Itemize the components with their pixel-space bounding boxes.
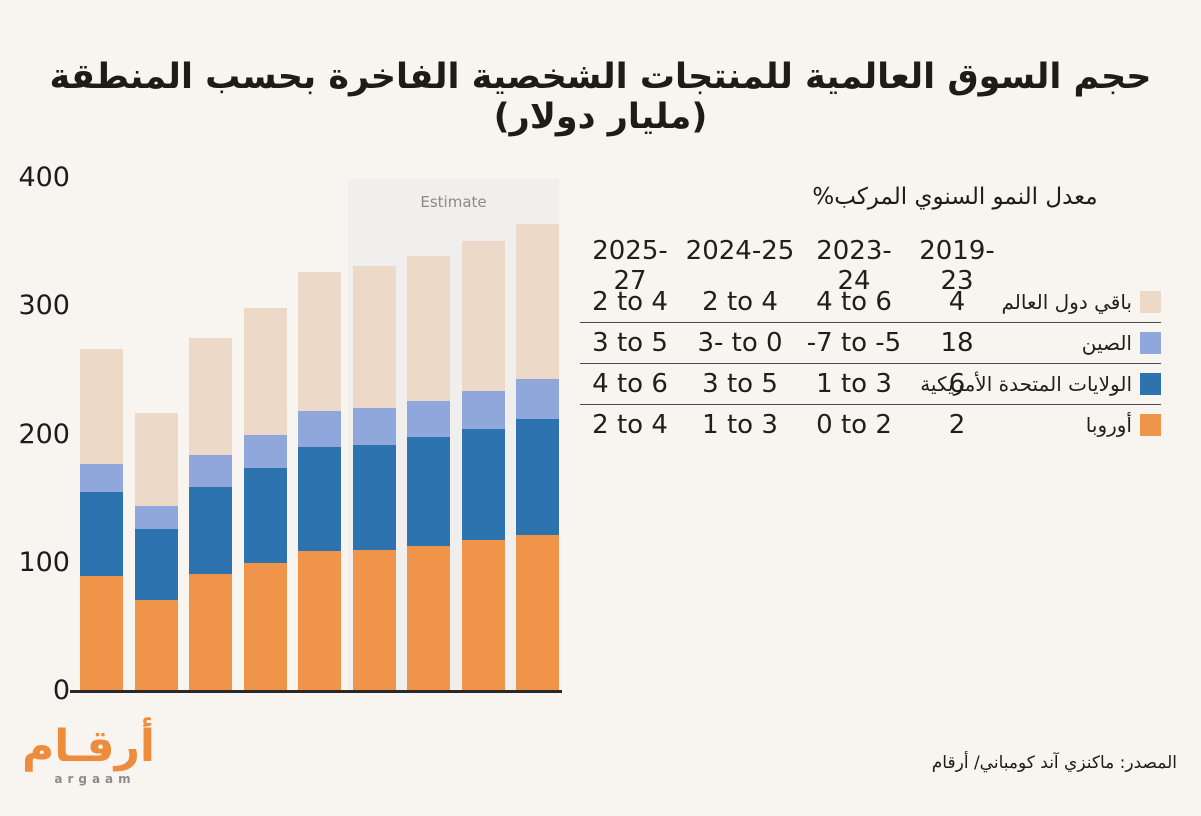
bar-segment-europe (516, 534, 559, 691)
bar-segment-usa (352, 444, 396, 550)
bar-segment-rest-of-world (243, 307, 287, 435)
bar-segment-usa (243, 467, 287, 563)
legend-swatch-europe (1140, 414, 1161, 436)
bar-segment-usa (298, 447, 341, 552)
bar-segment-china (243, 434, 287, 468)
bar-segment-europe (243, 562, 287, 691)
bar-segment-usa (80, 492, 123, 576)
bar-segment-china (134, 506, 178, 530)
table-cell: 2 to 4 (592, 286, 668, 317)
legend-label: الولايات المتحدة الأمريكية (920, 372, 1132, 396)
table-cell: 3 to 5 (592, 328, 668, 358)
bar (243, 307, 287, 691)
table-row-usa: 4 to 6 3 to 5 1 to 3 6 الولايات المتحدة الأم… (580, 363, 1161, 404)
bar-segment-usa (407, 437, 450, 547)
bar (298, 271, 341, 691)
bar-segment-rest-of-world (189, 338, 232, 456)
bar-segment-china (352, 407, 396, 445)
table-cell: 3 to 5 (702, 369, 778, 399)
bar (80, 348, 123, 691)
bar-segment-europe (189, 574, 232, 691)
x-axis-line (70, 690, 562, 693)
bar-segment-rest-of-world (461, 240, 505, 391)
y-axis-tick-label: 400 (18, 162, 70, 193)
table-cell: 2 to 4 (592, 410, 668, 440)
bar-segment-europe (352, 549, 396, 691)
bar-segment-usa (516, 419, 559, 535)
table-row-europe: 2 to 4 1 to 3 0 to 2 2 أوروبا (580, 404, 1161, 445)
column-header: 2025-27 (592, 236, 668, 296)
bar-segment-china (189, 455, 232, 488)
table-cell: 4 to 6 (816, 286, 892, 317)
column-header: 2019-23 (919, 236, 995, 296)
column-header: 2023-24 (816, 236, 892, 296)
cagr-table-body: 2 to 4 2 to 4 4 to 6 4 باقي دول العالم 3 to 5… (580, 281, 1161, 445)
legend-label: الصين (1081, 331, 1132, 355)
legend-label: أوروبا (1085, 413, 1132, 437)
table-cell: 3- to 0 (697, 328, 783, 358)
y-axis-tick-label: 0 (52, 675, 70, 706)
y-axis-tick-label: 100 (18, 546, 70, 578)
legend-cell-europe: أوروبا (1006, 413, 1161, 437)
table-cell: -7 to -5 (806, 328, 902, 358)
legend-cell-rest-of-world: باقي دول العالم (1002, 290, 1161, 314)
legend-swatch-usa (1140, 373, 1161, 395)
y-axis-tick-label: 200 (18, 418, 70, 450)
bar-segment-rest-of-world (352, 266, 396, 408)
bar-segment-europe (298, 551, 341, 691)
bar (134, 412, 178, 691)
bar-segment-rest-of-world (134, 412, 178, 507)
bar-segment-china (461, 390, 505, 430)
bar-segment-rest-of-world (516, 224, 559, 380)
table-cell: 4 to 6 (592, 369, 668, 399)
estimate-label: Estimate (420, 193, 487, 211)
table-cell: 1 to 3 (702, 410, 778, 440)
bar-segment-usa (189, 487, 232, 575)
bar (407, 256, 450, 691)
argaam-logo: أرقـام argaam (21, 721, 155, 787)
bar-segment-usa (461, 429, 505, 540)
argaam-logo-latin: argaam (54, 772, 136, 786)
legend-swatch-china (1140, 332, 1161, 354)
cagr-table-title: معدل النمو السنوي المركب% (812, 184, 1098, 210)
bar-segment-europe (461, 539, 505, 691)
table-cell: 0 to 2 (816, 410, 892, 440)
bar (516, 224, 559, 691)
bar-segment-rest-of-world (407, 256, 450, 402)
bar-segment-rest-of-world (80, 348, 123, 465)
table-row-rest-of-world: 2 to 4 2 to 4 4 to 6 4 باقي دول العالم (580, 281, 1161, 322)
legend-cell-usa: الولايات المتحدة الأمريكية (920, 372, 1161, 396)
y-axis-tick-label: 300 (18, 290, 70, 322)
bar-segment-usa (134, 529, 178, 600)
column-header: 2024-25 (685, 236, 795, 266)
argaam-logo-arabic: أرقـام (21, 721, 155, 772)
table-cell: 2 to 4 (702, 286, 778, 317)
table-cell: 2 (948, 410, 966, 440)
table-row-china: 3 to 5 3- to 0 -7 to -5 18 الصين (580, 322, 1161, 363)
page-title: حجم السوق العالمية للمنتجات الشخصية الفا… (49, 57, 1152, 138)
bar-segment-china (80, 464, 123, 493)
bar-segment-rest-of-world (298, 271, 341, 412)
table-cell: 18 (940, 328, 974, 358)
bar (189, 338, 232, 691)
bar-segment-europe (407, 546, 450, 691)
legend-label: باقي دول العالم (1001, 289, 1133, 314)
legend-cell-china: الصين (1006, 331, 1161, 355)
bar-segment-china (516, 379, 559, 420)
table-cell: 1 to 3 (816, 369, 892, 399)
bar (352, 266, 396, 691)
source-text: المصدر: ماكنزي آند كومباني/ أرقام (931, 753, 1177, 773)
bar-segment-europe (80, 575, 123, 691)
bar-segment-china (407, 401, 450, 438)
bar-segment-europe (134, 599, 178, 691)
table-cell: 4 (948, 286, 966, 317)
legend-swatch-rest-of-world (1140, 290, 1161, 313)
bar-segment-china (298, 411, 341, 448)
table-cell: 6 (948, 369, 966, 399)
cagr-table-header-row: 2025-27 2024-25 2023-24 2019-23 (580, 236, 1161, 296)
bar (461, 240, 505, 691)
